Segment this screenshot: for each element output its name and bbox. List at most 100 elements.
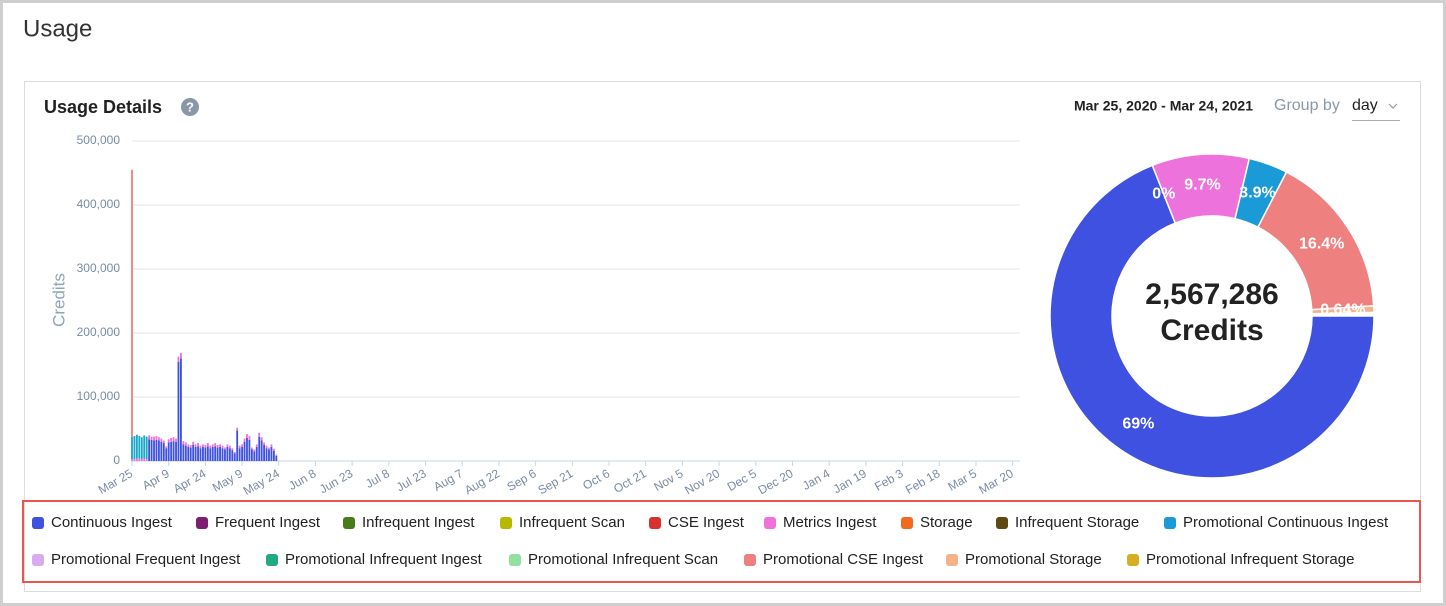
bar-segment: [246, 434, 248, 438]
bar-segment: [135, 434, 138, 459]
bar-segment: [175, 441, 177, 461]
bar-segment: [138, 436, 141, 459]
legend-label: Metrics Ingest: [783, 514, 877, 531]
bar-segment: [221, 445, 224, 449]
bar-segment: [155, 436, 158, 440]
bar-segment: [219, 446, 221, 461]
bar-segment: [153, 440, 155, 461]
legend-label: Promotional Storage: [965, 551, 1102, 568]
help-glyph[interactable]: ?: [186, 99, 194, 114]
bar-segment: [175, 438, 177, 442]
bar-segment: [214, 446, 217, 461]
bar-segment: [199, 448, 202, 461]
legend-swatch: [266, 554, 278, 566]
bar-segment: [236, 430, 239, 461]
legend-frame: [22, 500, 1421, 583]
date-range[interactable]: Mar 25, 2020 - Mar 24, 2021: [1074, 98, 1253, 114]
bar-segment: [189, 445, 192, 448]
bar-segment: [131, 459, 133, 461]
panel-title: Usage Details: [44, 97, 162, 117]
bar-segment: [184, 445, 187, 461]
bar-segment: [170, 441, 173, 461]
legend-swatch: [1127, 554, 1139, 566]
bar-segment: [145, 436, 148, 460]
legend-swatch: [946, 554, 958, 566]
legend-label: Storage: [920, 514, 973, 531]
bar-segment: [270, 444, 273, 447]
bar-segment: [265, 448, 268, 461]
bar-segment: [238, 445, 241, 449]
bar-segment: [275, 454, 278, 456]
pie-value-label: 16.4%: [1299, 236, 1344, 253]
bar-segment: [143, 435, 146, 459]
bar-segment: [140, 459, 143, 461]
pie-value-label: 0%: [1152, 185, 1175, 202]
legend-label: Promotional Continuous Ingest: [1183, 514, 1389, 531]
bar-segment: [150, 436, 153, 440]
bar-segment: [216, 445, 219, 448]
y-tick-label: 100,000: [77, 389, 121, 403]
bar-segment: [135, 458, 138, 461]
y-tick-label: 400,000: [77, 197, 121, 211]
bar-segment: [162, 443, 165, 461]
bar-segment: [243, 441, 246, 461]
pie-value-label: 3.9%: [1239, 184, 1275, 201]
bar-segment: [157, 440, 160, 461]
bar-segment: [226, 446, 229, 461]
y-tick-label: 200,000: [77, 325, 121, 339]
bar-segment: [231, 448, 234, 451]
help-icon[interactable]: [181, 98, 199, 116]
pie-value-label: 0.64%: [1320, 302, 1365, 319]
bar-segment: [228, 445, 231, 449]
pie-center-unit: Credits: [1160, 314, 1263, 347]
bar-segment: [255, 444, 258, 447]
bar-segment: [268, 449, 270, 461]
legend-swatch: [764, 517, 776, 529]
bar-segment: [260, 440, 263, 461]
bar-segment: [241, 446, 243, 461]
group-by-select[interactable]: day: [1352, 97, 1400, 121]
bar-segment: [206, 446, 209, 461]
bar-segment: [226, 444, 229, 447]
bar-segment: [275, 455, 278, 461]
bar-segment: [182, 444, 185, 461]
y-tick-label: 0: [113, 453, 120, 467]
legend-swatch: [901, 517, 913, 529]
legend-swatch: [32, 517, 44, 529]
bar-segment: [165, 448, 168, 461]
bar-segment: [263, 442, 266, 445]
bar-segment: [140, 437, 143, 460]
bar-segment: [143, 458, 146, 461]
bar-segment: [258, 432, 261, 437]
bar-segment: [167, 439, 170, 443]
bar-segment: [270, 446, 273, 461]
group-by-label: Group by: [1274, 97, 1340, 114]
bar-segment: [260, 437, 263, 441]
bar-segment: [133, 459, 136, 461]
bar-segment: [189, 447, 192, 461]
bar-segment: [238, 448, 241, 461]
pie-slice: [1311, 305, 1375, 315]
bar-segment: [155, 439, 158, 461]
dropdown-chevron[interactable]: [1388, 103, 1398, 109]
bar-segment: [211, 446, 214, 461]
legend-label: Infrequent Storage: [1015, 514, 1139, 531]
legend-swatch: [32, 554, 44, 566]
legend-swatch: [509, 554, 521, 566]
bar-segment: [250, 449, 253, 461]
bar-segment: [197, 446, 199, 461]
bar-segment: [160, 441, 163, 461]
bar-segment: [202, 446, 204, 461]
help-button[interactable]: ?: [181, 98, 199, 116]
bar-segment: [258, 436, 261, 461]
bar-segment: [272, 450, 275, 461]
bar-segment: [250, 447, 253, 450]
bar-segment: [182, 441, 185, 445]
group-by-value[interactable]: day: [1352, 97, 1378, 114]
page-title: Usage: [23, 15, 92, 42]
legend-swatch: [196, 517, 208, 529]
bar-segment: [197, 443, 199, 447]
bar-segment: [272, 448, 275, 451]
pie-value-label: 69%: [1122, 416, 1154, 433]
bar-segment: [150, 439, 153, 461]
